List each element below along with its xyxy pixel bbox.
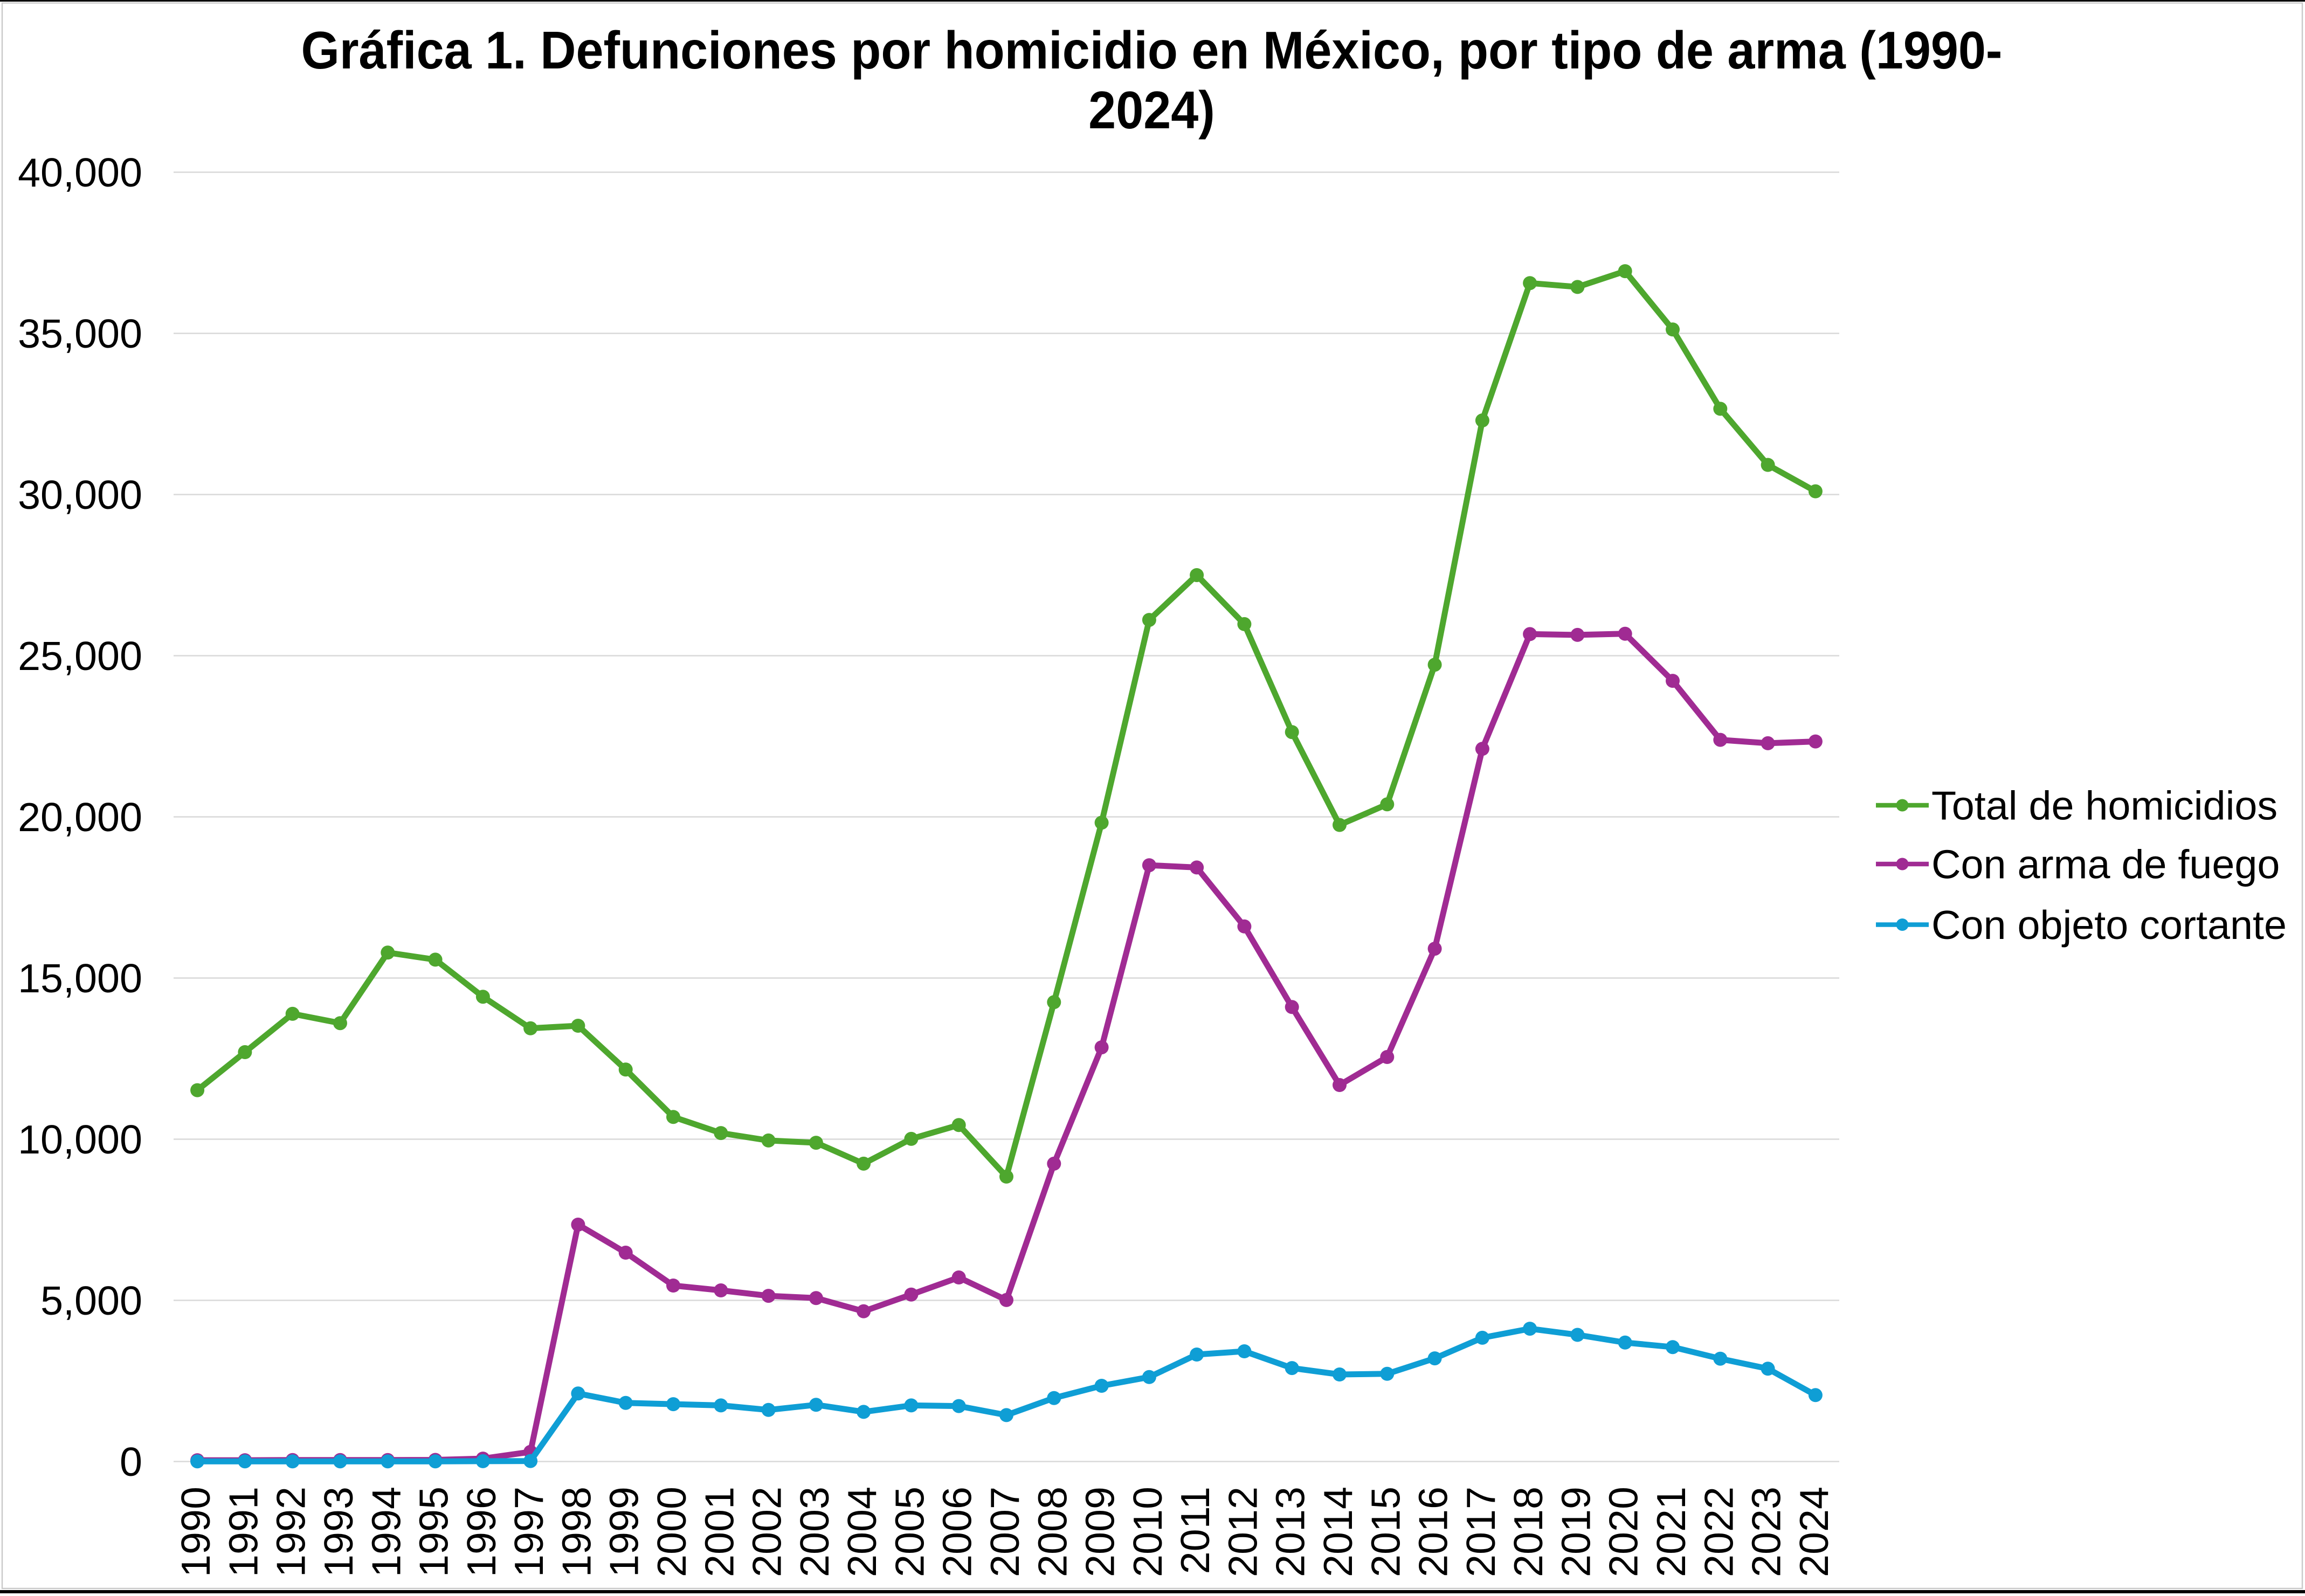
svg-text:2007: 2007 <box>982 1487 1027 1577</box>
svg-text:2021: 2021 <box>1648 1487 1694 1577</box>
svg-text:Con arma de fuego: Con arma de fuego <box>1931 842 2280 887</box>
svg-text:2017: 2017 <box>1458 1487 1503 1577</box>
svg-text:1991: 1991 <box>220 1487 266 1577</box>
svg-text:5,000: 5,000 <box>40 1278 142 1323</box>
svg-text:2015: 2015 <box>1363 1487 1408 1577</box>
svg-text:Con objeto cortante: Con objeto cortante <box>1931 902 2287 948</box>
svg-text:1992: 1992 <box>268 1487 314 1577</box>
svg-text:40,000: 40,000 <box>18 150 142 195</box>
svg-text:Total de homicidios: Total de homicidios <box>1931 783 2278 828</box>
svg-text:0: 0 <box>120 1439 142 1484</box>
svg-text:30,000: 30,000 <box>18 472 142 517</box>
svg-text:2010: 2010 <box>1125 1487 1170 1577</box>
svg-text:2005: 2005 <box>887 1487 932 1577</box>
svg-text:1999: 1999 <box>602 1487 647 1577</box>
svg-text:1998: 1998 <box>554 1487 599 1577</box>
svg-text:2013: 2013 <box>1268 1487 1313 1577</box>
svg-text:2024: 2024 <box>1791 1487 1837 1577</box>
svg-text:2002: 2002 <box>744 1487 790 1577</box>
svg-text:2020: 2020 <box>1601 1487 1646 1577</box>
svg-text:1994: 1994 <box>363 1487 409 1577</box>
svg-text:Gráfica 1. Defunciones por hom: Gráfica 1. Defunciones por homicidio en … <box>301 21 2003 80</box>
svg-text:2012: 2012 <box>1220 1487 1265 1577</box>
svg-text:2023: 2023 <box>1744 1487 1789 1577</box>
svg-text:1990: 1990 <box>173 1487 218 1577</box>
svg-text:25,000: 25,000 <box>18 633 142 679</box>
svg-text:2019: 2019 <box>1553 1487 1598 1577</box>
svg-text:2016: 2016 <box>1411 1487 1456 1577</box>
svg-text:2008: 2008 <box>1030 1487 1075 1577</box>
svg-text:2004: 2004 <box>839 1487 885 1577</box>
svg-text:35,000: 35,000 <box>18 311 142 356</box>
svg-text:2024): 2024) <box>1088 81 1215 140</box>
svg-text:20,000: 20,000 <box>18 794 142 840</box>
svg-text:2018: 2018 <box>1506 1487 1551 1577</box>
svg-text:2009: 2009 <box>1078 1487 1123 1577</box>
svg-text:15,000: 15,000 <box>18 956 142 1001</box>
svg-text:2014: 2014 <box>1315 1487 1361 1577</box>
svg-text:2003: 2003 <box>792 1487 837 1577</box>
svg-text:2011: 2011 <box>1172 1487 1218 1574</box>
svg-text:1996: 1996 <box>459 1487 504 1577</box>
svg-text:1997: 1997 <box>506 1487 551 1577</box>
svg-text:1993: 1993 <box>316 1487 361 1577</box>
svg-text:2000: 2000 <box>649 1487 694 1577</box>
svg-text:1995: 1995 <box>411 1487 457 1577</box>
svg-text:10,000: 10,000 <box>18 1117 142 1162</box>
svg-text:2022: 2022 <box>1696 1487 1741 1577</box>
svg-text:2001: 2001 <box>696 1487 742 1577</box>
svg-text:2006: 2006 <box>935 1487 980 1577</box>
